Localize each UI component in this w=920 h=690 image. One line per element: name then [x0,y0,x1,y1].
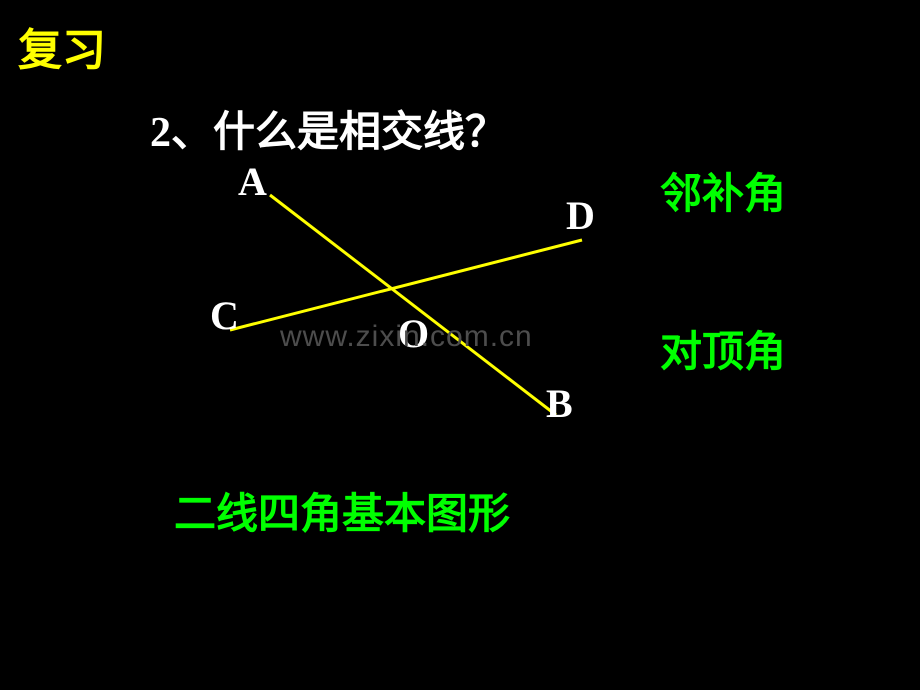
point-label-d: D [566,192,595,239]
point-label-c: C [210,292,239,339]
line-ab [270,195,556,415]
point-label-a: A [238,158,267,205]
watermark-text: www.zixin.com.cn [280,320,533,354]
point-label-b: B [546,380,573,427]
